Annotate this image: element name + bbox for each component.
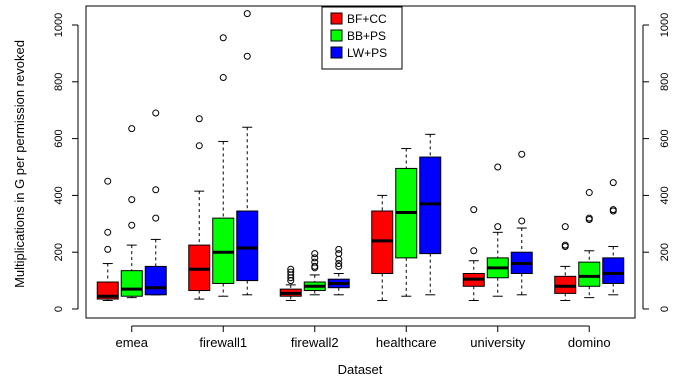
outlier-point [311, 258, 319, 266]
outlier-point [494, 223, 502, 231]
outlier-point [128, 125, 136, 133]
box-body [236, 210, 259, 282]
outlier-point [335, 260, 343, 268]
outlier-point [243, 10, 251, 18]
outlier-point [335, 245, 343, 253]
box-firewall2-LW+PS [327, 245, 350, 296]
outlier-point [128, 221, 136, 229]
y-axis-right: 0 200 400 600 800 1000 [642, 13, 671, 312]
box-university-BF+CC [462, 206, 485, 301]
outlier-point [104, 228, 112, 236]
box-body [144, 265, 167, 296]
outlier-point [243, 52, 251, 60]
box-series-group [96, 10, 625, 301]
box-healthcare-BF+CC [371, 194, 394, 301]
box-university-BB+PS [486, 163, 509, 297]
x-axis: emea firewall1 firewall2 healthcare universi… [115, 325, 611, 350]
y-tick-label-right: 800 [659, 73, 671, 91]
outlier-point [311, 254, 319, 262]
box-body [602, 257, 625, 284]
box-firewall1-BF+CC [188, 115, 211, 300]
outlier-point [287, 268, 295, 276]
box-firewall2-BB+PS [303, 250, 326, 296]
x-axis-title: Dataset [338, 362, 383, 377]
box-university-LW+PS [510, 150, 533, 296]
legend-swatch-BF+CC [330, 12, 343, 25]
x-tick-label-university: university [470, 335, 525, 350]
x-tick-label-emea: emea [115, 335, 148, 350]
outlier-point [609, 179, 617, 187]
outlier-point [195, 142, 203, 150]
box-emea-BB+PS [120, 125, 143, 299]
box-firewall1-BB+PS [212, 34, 235, 297]
y-tick-label-right: 600 [659, 129, 671, 147]
outlier-point [335, 262, 343, 270]
legend-swatch-LW+PS [330, 46, 343, 59]
outlier-point [152, 186, 160, 194]
outlier-point [287, 265, 295, 273]
y-tick-label-left: 600 [53, 129, 65, 147]
box-healthcare-BB+PS [395, 148, 418, 297]
y-tick-label-left: 0 [53, 306, 65, 312]
box-domino-LW+PS [602, 179, 625, 296]
y-axis-left: 0 200 400 600 800 1000 [53, 13, 79, 312]
outlier-point [585, 214, 593, 222]
y-tick-label-right: 0 [659, 306, 671, 312]
outlier-point [561, 223, 569, 231]
legend-label-BB+PS: BB+PS [347, 29, 386, 43]
y-tick-label-right: 1000 [659, 13, 671, 37]
box-body [578, 261, 601, 287]
x-tick-label-firewall1: firewall1 [199, 335, 247, 350]
outlier-point [561, 241, 569, 249]
legend-swatch-BB+PS [330, 29, 343, 42]
outlier-point [219, 74, 227, 82]
y-tick-label-left: 400 [53, 186, 65, 204]
x-tick-label-firewall2: firewall2 [291, 335, 339, 350]
outlier-point [518, 150, 526, 158]
outlier-point [311, 250, 319, 258]
outlier-point [152, 109, 160, 117]
x-tick-label-healthcare: healthcare [376, 335, 437, 350]
outlier-point [470, 247, 478, 255]
outlier-point [311, 262, 319, 270]
legend-label-LW+PS: LW+PS [347, 46, 387, 60]
y-tick-label-right: 400 [659, 186, 671, 204]
outlier-point [152, 214, 160, 222]
y-tick-label-left: 1000 [53, 13, 65, 37]
y-tick-label-left: 200 [53, 243, 65, 261]
box-domino-BB+PS [578, 189, 601, 299]
outlier-point [518, 217, 526, 225]
outlier-point [335, 255, 343, 263]
outlier-point [104, 245, 112, 253]
y-tick-label-left: 800 [53, 73, 65, 91]
x-tick-label-domino: domino [568, 335, 611, 350]
outlier-point [609, 206, 617, 214]
box-firewall1-LW+PS [236, 10, 259, 296]
outlier-point [585, 189, 593, 197]
box-emea-BF+CC [96, 177, 119, 301]
box-emea-LW+PS [144, 109, 167, 296]
outlier-point [128, 196, 136, 204]
plot-frame [85, 5, 636, 319]
outlier-point [219, 34, 227, 42]
y-tick-label-right: 200 [659, 243, 671, 261]
outlier-point [494, 163, 502, 171]
legend-label-BF+CC: BF+CC [347, 12, 387, 26]
box-healthcare-LW+PS [419, 133, 442, 296]
outlier-point [335, 250, 343, 258]
legend: BF+CC BB+PS LW+PS [321, 6, 403, 70]
box-firewall2-BF+CC [279, 265, 302, 301]
outlier-point [104, 177, 112, 185]
box-body [120, 270, 143, 297]
outlier-point [195, 115, 203, 123]
outlier-point [470, 206, 478, 214]
y-axis-title: Multiplications in G per permission revo… [12, 40, 27, 288]
box-domino-BF+CC [554, 223, 577, 301]
